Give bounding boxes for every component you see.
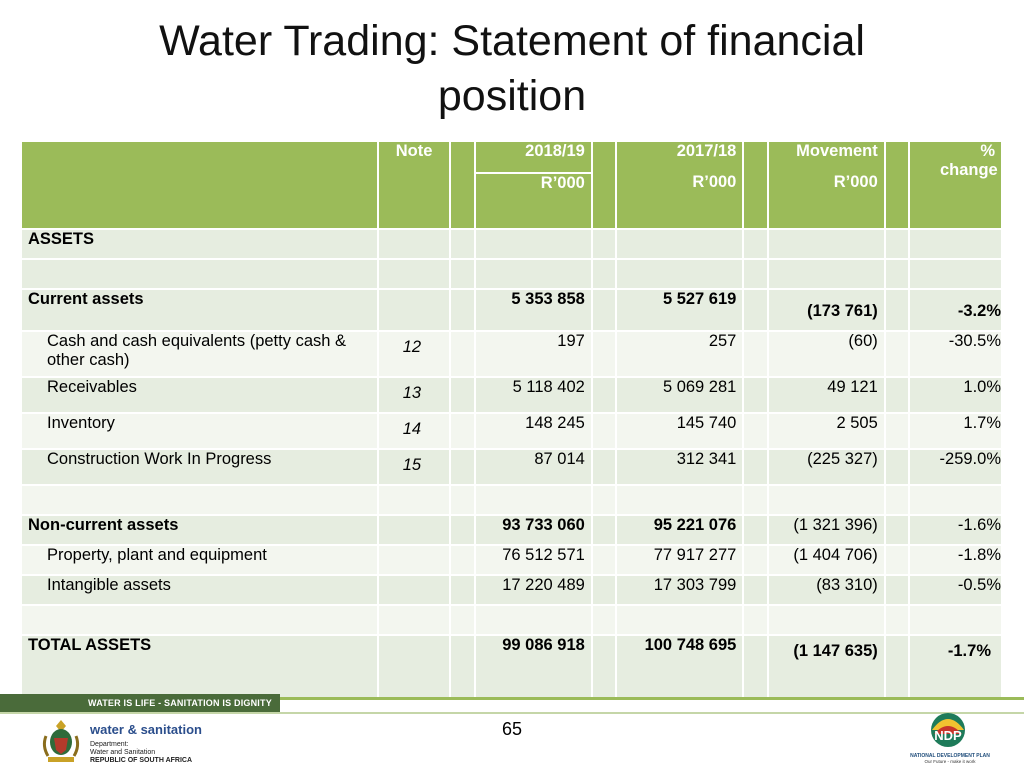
header-label-cell [22, 142, 377, 228]
header-2018-19: 2018/19 [475, 142, 591, 172]
row-label: Construction Work In Progress [22, 450, 377, 484]
cell-2017-18: 95 221 076 [617, 516, 743, 544]
cell-pct: -1.7% [909, 636, 1001, 700]
header-2017-18-cell: 2017/18 R’000 [617, 142, 743, 228]
header-note: Note [378, 142, 450, 228]
coat-of-arms-icon [42, 720, 80, 762]
row-label: Intangible assets [22, 576, 377, 604]
cell-2017-18: 77 917 277 [617, 546, 743, 574]
cell-pct: -3.2% [909, 290, 1001, 330]
header-movement-cell: Movement R’000 [768, 142, 884, 228]
title-line-1: Water Trading: Statement of financial [159, 17, 865, 65]
cell-note: 15 [378, 450, 450, 484]
row-label: Inventory [22, 414, 377, 448]
header-spacer [885, 142, 908, 228]
dept-name: water & sanitation [90, 722, 202, 737]
dept-line-3: REPUBLIC OF SOUTH AFRICA [90, 757, 193, 764]
cell-movement: 49 121 [768, 378, 884, 412]
row-label: Current assets [22, 290, 377, 330]
cell-2018-19: 17 220 489 [475, 576, 591, 604]
cell-note: 12 [378, 332, 450, 376]
cell-pct: -1.6% [909, 516, 1001, 544]
cell-2018-19: 76 512 571 [475, 546, 591, 574]
dept-line-1: Department: [90, 741, 129, 748]
table-row: ASSETS [22, 230, 1001, 258]
cell-movement: 2 505 [768, 414, 884, 448]
cell-2018-19: 5 353 858 [475, 290, 591, 330]
cell-movement: (173 761) [768, 290, 884, 330]
financial-position-table: Note 2018/19 2017/18 R’000 Movement R’00… [20, 140, 1003, 702]
cell-2017-18: 5 527 619 [617, 290, 743, 330]
row-label: Cash and cash equivalents (petty cash & … [22, 332, 377, 376]
table-row-empty [22, 486, 1001, 514]
cell-pct: -30.5% [909, 332, 1001, 376]
title-line-2: position [437, 72, 587, 120]
row-label: Property, plant and equipment [22, 546, 377, 574]
cell-2017-18: 17 303 799 [617, 576, 743, 604]
header-row-units: R’000 [22, 174, 1001, 228]
cell-pct: -1.8% [909, 546, 1001, 574]
table-row: Current assets 5 353 858 5 527 619 (173 … [22, 290, 1001, 330]
header-spacer [451, 142, 474, 228]
table-row: Receivables 13 5 118 402 5 069 281 49 12… [22, 378, 1001, 412]
ndp-logo: NDP NATIONAL DEVELOPMENT PLAN Our Future… [910, 712, 990, 766]
ndp-tagline: Our Future - make it work [924, 759, 976, 764]
row-label: Non-current assets [22, 516, 377, 544]
cell-2017-18: 257 [617, 332, 743, 376]
cell-pct: -0.5% [909, 576, 1001, 604]
ndp-label: NATIONAL DEVELOPMENT PLAN [910, 753, 990, 759]
header-unit-2018-19: R’000 [475, 174, 591, 228]
cell-2017-18: 100 748 695 [617, 636, 743, 700]
table-row-total: TOTAL ASSETS 99 086 918 100 748 695 (1 1… [22, 636, 1001, 700]
cell-pct: -259.0% [909, 450, 1001, 484]
table-row-empty [22, 260, 1001, 288]
row-label: Receivables [22, 378, 377, 412]
table-row: Intangible assets 17 220 489 17 303 799 … [22, 576, 1001, 604]
cell-2018-19: 93 733 060 [475, 516, 591, 544]
cell-2018-19: 148 245 [475, 414, 591, 448]
cell-pct: 1.0% [909, 378, 1001, 412]
cell-note: 13 [378, 378, 450, 412]
header-unit-movement: R’000 [833, 173, 878, 191]
cell-movement: (1 404 706) [768, 546, 884, 574]
header-spacer [592, 142, 616, 228]
svg-text:NDP: NDP [934, 728, 962, 743]
footer-divider [0, 712, 1024, 714]
cell-movement: (60) [768, 332, 884, 376]
row-label: TOTAL ASSETS [22, 636, 377, 700]
row-label: ASSETS [22, 230, 377, 258]
cell-movement: (225 327) [768, 450, 884, 484]
header-unit-2017-18: R’000 [692, 173, 737, 191]
dept-line-2: Water and Sanitation [90, 749, 156, 756]
table-row: Property, plant and equipment 76 512 571… [22, 546, 1001, 574]
footer-tagline-bar: WATER IS LIFE - SANITATION IS DIGNITY [0, 694, 280, 712]
cell-2018-19: 87 014 [475, 450, 591, 484]
cell-movement: (1 321 396) [768, 516, 884, 544]
header-movement: Movement [796, 142, 878, 160]
header-2017-18: 2017/18 [676, 142, 737, 160]
cell-note: 14 [378, 414, 450, 448]
department-branding: water & sanitation Department: Water and… [90, 722, 202, 765]
header-row: Note 2018/19 2017/18 R’000 Movement R’00… [22, 142, 1001, 228]
page-number: 65 [501, 719, 523, 739]
slide-title: Water Trading: Statement of financial po… [0, 14, 1024, 124]
footer-accent-line [280, 697, 1024, 700]
table-row: Construction Work In Progress 15 87 014 … [22, 450, 1001, 484]
table-row: Cash and cash equivalents (petty cash & … [22, 332, 1001, 376]
cell-movement: (1 147 635) [768, 636, 884, 700]
table-row: Non-current assets 93 733 060 95 221 076… [22, 516, 1001, 544]
cell-2017-18: 312 341 [617, 450, 743, 484]
cell-2018-19: 197 [475, 332, 591, 376]
ndp-emblem-icon: NDP [931, 713, 965, 747]
table-row-empty [22, 606, 1001, 634]
header-spacer [744, 142, 767, 228]
cell-2017-18: 5 069 281 [617, 378, 743, 412]
header-pct-change: % change [909, 142, 1001, 228]
cell-pct: 1.7% [909, 414, 1001, 448]
cell-movement: (83 310) [768, 576, 884, 604]
cell-2017-18: 145 740 [617, 414, 743, 448]
table-row: Inventory 14 148 245 145 740 2 505 1.7% [22, 414, 1001, 448]
cell-2018-19: 99 086 918 [475, 636, 591, 700]
cell-2018-19: 5 118 402 [475, 378, 591, 412]
